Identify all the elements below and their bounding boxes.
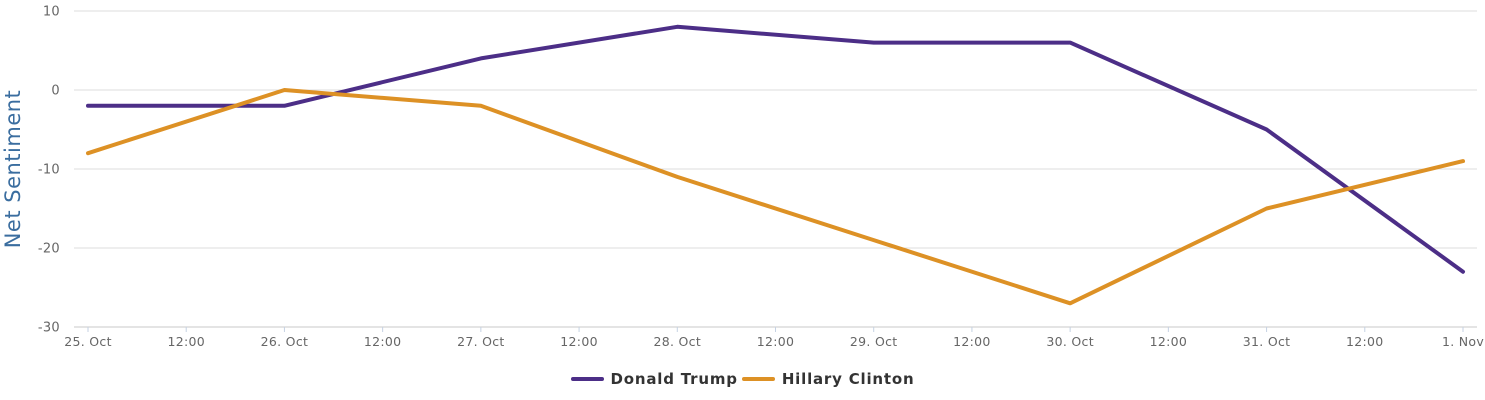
legend-marker-hillary-clinton (741, 377, 775, 381)
series-line-hillary-clinton (86, 88, 1465, 306)
legend-marker-donald-trump (570, 377, 604, 381)
x-tick-label: 27. Oct (457, 334, 505, 349)
legend-item-donald-trump[interactable]: Donald Trump (570, 370, 738, 388)
chart-legend: Donald Trump Hillary Clinton (0, 370, 1485, 388)
x-tick-label: 12:00 (167, 334, 205, 349)
legend-item-hillary-clinton[interactable]: Hillary Clinton (741, 370, 915, 388)
x-tick-label: 12:00 (1346, 334, 1384, 349)
y-tick-label: -10 (38, 163, 60, 178)
x-tick-label: 25. Oct (64, 334, 112, 349)
x-tick-label: 28. Oct (653, 334, 701, 349)
x-tick-label: 31. Oct (1243, 334, 1291, 349)
y-tick-label: 0 (51, 84, 60, 99)
x-tick-label: 12:00 (364, 334, 402, 349)
x-tick-label: 26. Oct (261, 334, 309, 349)
y-axis-title: Net Sentiment (1, 90, 25, 249)
x-tick-label: 12:00 (1150, 334, 1188, 349)
x-tick-label: 29. Oct (850, 334, 898, 349)
series-line-donald-trump (86, 24, 1465, 274)
x-tick-label: 12:00 (757, 334, 795, 349)
y-tick-label: 10 (43, 5, 60, 20)
legend-label-donald-trump: Donald Trump (610, 370, 738, 388)
sentiment-line-chart: 10 0 -10 -20 -30 25. Oct 12:00 26. Oct 12:00 27. … (1, 5, 1484, 350)
x-tick-label: 12:00 (560, 334, 598, 349)
x-tick-label: 30. Oct (1046, 334, 1094, 349)
x-tick-label: 1. Nov (1442, 334, 1484, 349)
y-tick-label: -20 (38, 242, 60, 257)
legend-label-hillary-clinton: Hillary Clinton (781, 370, 915, 388)
y-tick-label: -30 (38, 321, 60, 336)
x-tick-label: 12:00 (953, 334, 991, 349)
